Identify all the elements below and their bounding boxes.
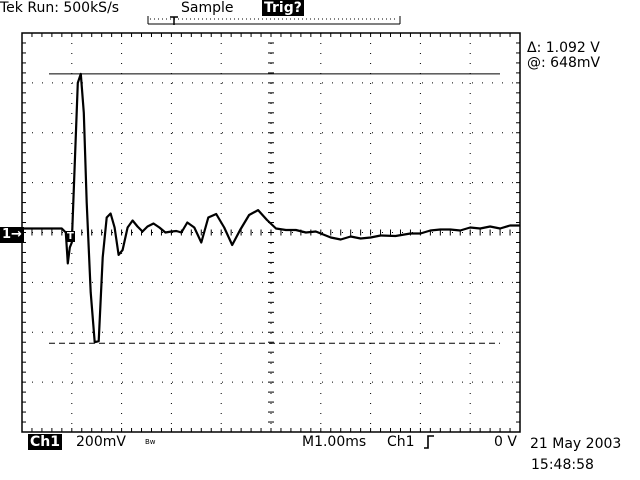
timebase: M1.00ms (302, 434, 367, 450)
acquisition-mode: Sample (181, 0, 234, 16)
acquisition-status: Tek Run: 500kS/s (0, 0, 120, 16)
channel-label: Ch1 (28, 434, 62, 450)
cursor-delta-readout: Δ: 1.092 V (527, 40, 600, 56)
channel1-ground-marker[interactable]: 1→ (0, 227, 24, 243)
rising-edge-icon (424, 435, 434, 449)
volts-per-div: 200mV (76, 434, 126, 450)
date: 21 May 2003 (530, 436, 622, 452)
channel1-waveform (22, 72, 520, 344)
cursor-position-readout: @: 648mV (527, 55, 601, 71)
time: 15:48:58 (531, 457, 594, 473)
graticule-grid (21, 32, 521, 433)
trigger-source: Ch1 (387, 434, 415, 450)
record-position-indicator (147, 16, 401, 25)
trigger-level: 0 V (494, 434, 517, 450)
trigger-status: Trig? (262, 0, 304, 16)
bandwidth-limit-indicator: Bᴡ (145, 438, 156, 446)
trigger-position-marker[interactable]: T (66, 231, 75, 242)
